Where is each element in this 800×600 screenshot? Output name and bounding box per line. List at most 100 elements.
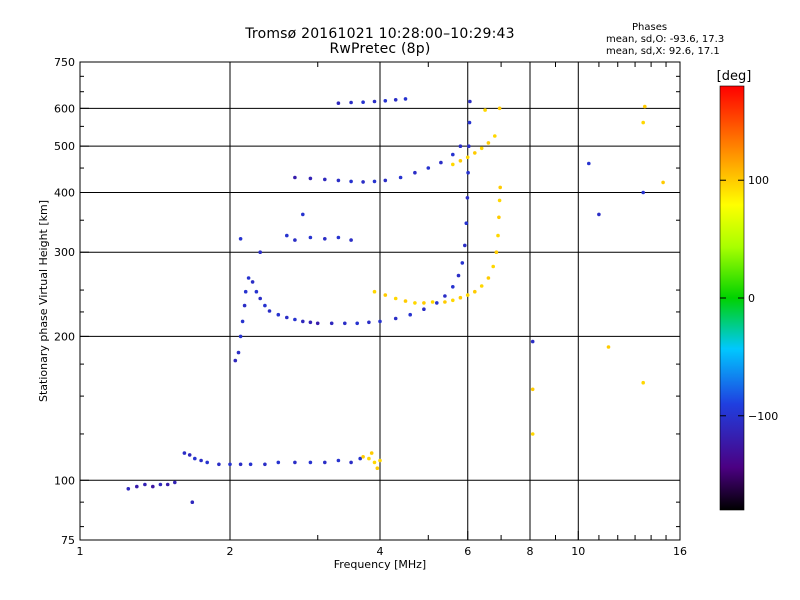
x-tick-label: 10 — [571, 545, 585, 558]
data-point — [182, 451, 187, 455]
y-tick-label: 200 — [54, 330, 75, 343]
phase-stats: Phases mean, sd,O: -93.6, 17.3 mean, sd,… — [606, 22, 724, 58]
y-axis-ticks: 75 100 200 300 400 500 600 750 — [54, 56, 680, 547]
data-point — [285, 233, 289, 238]
data-point — [243, 289, 248, 294]
data-point — [165, 482, 170, 487]
data-point — [486, 141, 491, 145]
data-point — [263, 462, 267, 467]
data-point — [473, 151, 477, 155]
data-point — [451, 152, 455, 157]
data-point — [336, 178, 341, 183]
y-tick-label: 300 — [54, 246, 75, 259]
data-point — [403, 97, 408, 101]
data-point — [358, 456, 363, 461]
colorbar-ticks: 100 0 −100 — [720, 174, 778, 423]
data-point — [467, 120, 472, 125]
y-tick-label: 600 — [54, 102, 75, 115]
data-point — [468, 99, 472, 104]
data-point — [458, 144, 463, 148]
y-tick-label: 750 — [54, 56, 75, 69]
data-point — [301, 319, 305, 324]
data-point — [236, 350, 241, 355]
data-point — [443, 300, 447, 304]
data-point — [530, 387, 535, 392]
data-point — [343, 321, 347, 326]
data-point — [486, 276, 491, 280]
data-point — [465, 293, 470, 297]
data-point — [597, 212, 601, 217]
data-point — [246, 276, 251, 280]
data-point — [240, 319, 245, 324]
y-tick-label: 75 — [61, 534, 75, 547]
colorbar-tick-label: 100 — [748, 174, 769, 187]
data-point — [473, 289, 477, 294]
data-point — [641, 190, 645, 195]
data-point — [293, 238, 297, 242]
data-point — [372, 99, 377, 104]
data-point — [661, 180, 665, 185]
data-point — [463, 243, 467, 248]
data-point — [491, 264, 496, 269]
data-point — [238, 462, 243, 467]
data-point — [199, 458, 203, 463]
data-point — [393, 98, 398, 102]
data-point — [641, 380, 645, 385]
data-point — [187, 453, 192, 457]
data-point — [293, 460, 297, 465]
y-tick-label: 100 — [54, 474, 75, 487]
chart-title: Tromsø 20161021 10:28:00–10:29:43 RwPret… — [180, 26, 580, 57]
data-point — [361, 180, 365, 184]
data-point — [372, 179, 377, 184]
data-point — [403, 299, 408, 303]
data-point — [355, 321, 360, 326]
data-point — [323, 460, 327, 465]
data-point — [349, 100, 353, 105]
y-tick-label: 400 — [54, 186, 75, 199]
data-point — [378, 458, 382, 463]
data-point — [408, 312, 413, 317]
data-point — [361, 455, 365, 459]
data-point — [267, 309, 272, 313]
data-point — [458, 159, 463, 163]
data-point — [456, 273, 461, 278]
data-point — [451, 298, 455, 303]
data-point — [308, 176, 313, 181]
data-point — [464, 221, 469, 225]
data-point — [494, 250, 499, 254]
data-point — [238, 334, 243, 339]
data-point — [372, 460, 377, 465]
data-point — [263, 303, 267, 308]
x-axis-ticks: 1 2 4 6 8 10 16 — [77, 62, 687, 558]
data-point — [308, 320, 313, 325]
data-point — [422, 307, 426, 312]
data-point — [228, 462, 232, 467]
data-point — [497, 106, 502, 111]
data-point — [587, 161, 591, 166]
data-point — [242, 303, 247, 308]
data-point — [315, 321, 320, 326]
data-point — [460, 261, 465, 265]
data-point — [367, 456, 371, 461]
data-point — [383, 293, 388, 297]
data-point — [217, 462, 221, 467]
x-tick-label: 2 — [227, 545, 234, 558]
data-points — [126, 97, 665, 505]
data-point — [439, 160, 443, 165]
data-point — [465, 196, 470, 200]
data-point — [413, 170, 417, 175]
data-point — [193, 456, 197, 461]
data-point — [497, 198, 502, 203]
data-point — [383, 99, 388, 103]
y-axis-label: Stationary phase Virtual Height [km] — [37, 200, 50, 402]
data-point — [285, 315, 289, 320]
data-point — [498, 185, 503, 190]
data-point — [308, 460, 313, 465]
data-point — [143, 482, 147, 487]
colorbar: [deg] 100 0 −100 — [717, 69, 778, 511]
data-point — [258, 250, 263, 254]
data-point — [126, 487, 131, 491]
data-point — [293, 175, 297, 180]
data-point — [301, 212, 305, 217]
data-point — [336, 235, 341, 240]
